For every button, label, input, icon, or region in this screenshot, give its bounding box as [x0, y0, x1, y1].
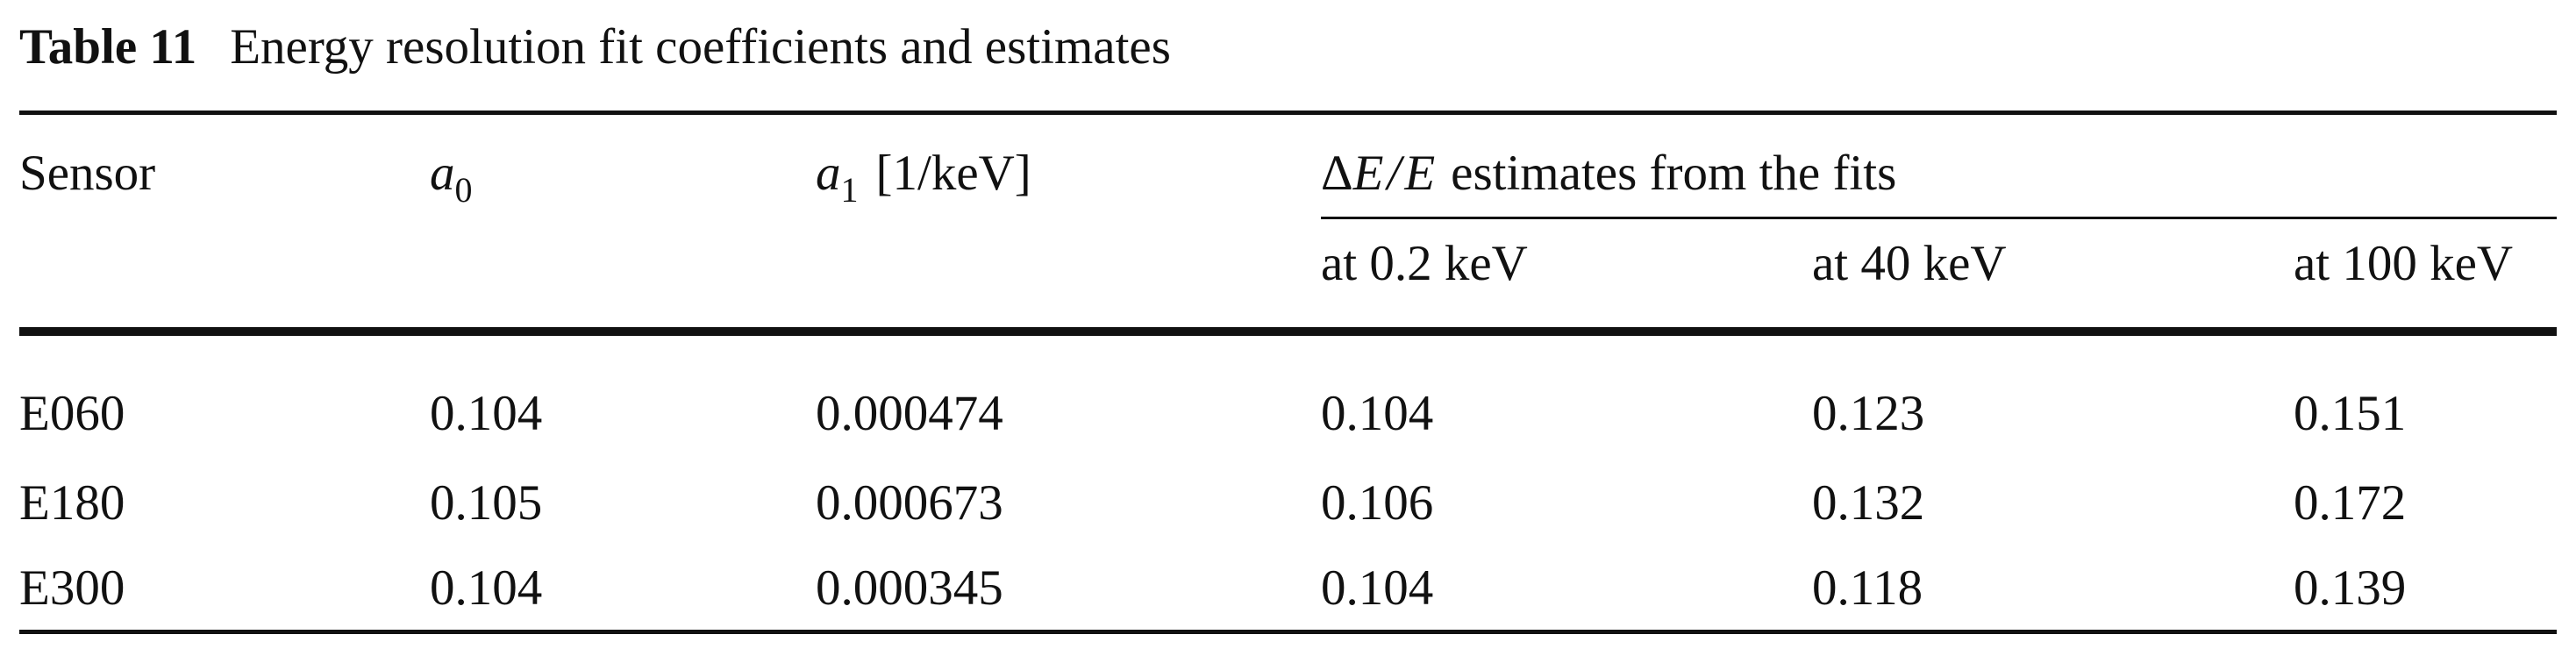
header-at-100: at 100 keV: [2294, 236, 2514, 291]
table-caption: Table 11 Energy resolution fit coefficien…: [19, 12, 1171, 82]
header-a1-subscript: 1: [840, 170, 859, 210]
cell-a1: 0.000474: [816, 386, 1003, 441]
header-sensor: Sensor: [19, 146, 156, 201]
cell-e40: 0.123: [1812, 386, 1925, 441]
cell-e40: 0.132: [1812, 475, 1925, 531]
header-estimates-e1: E: [1352, 146, 1384, 201]
cell-e02: 0.106: [1321, 475, 1434, 531]
top-rule: [19, 111, 2557, 115]
header-a1-symbol: a: [816, 146, 841, 201]
cell-e100: 0.151: [2294, 386, 2407, 441]
header-at-40: at 40 keV: [1812, 236, 2007, 291]
header-a0-symbol: a: [430, 146, 455, 201]
cell-e40: 0.118: [1812, 560, 1923, 616]
estimates-subrule: [1321, 217, 2557, 219]
header-a1-unit: [1/keV]: [875, 146, 1031, 201]
header-estimates-delta: Δ: [1321, 146, 1353, 201]
header-a0-subscript: 0: [454, 170, 473, 210]
header-a0: a0: [430, 143, 473, 210]
cell-e02: 0.104: [1321, 560, 1434, 616]
cell-sensor: E180: [19, 475, 125, 531]
cell-a1: 0.000345: [816, 560, 1003, 616]
cell-sensor: E060: [19, 386, 125, 441]
cell-a0: 0.104: [430, 386, 543, 441]
cell-sensor: E300: [19, 560, 125, 616]
header-estimates-text: estimates from the fits: [1451, 146, 1897, 201]
cell-a0: 0.105: [430, 475, 543, 531]
header-a1: a1 [1/keV]: [816, 143, 1031, 210]
table-title: Energy resolution fit coefficients and e…: [230, 19, 1171, 75]
cell-a0: 0.104: [430, 560, 543, 616]
header-rule: [19, 327, 2557, 336]
table-label: Table 11: [19, 19, 197, 75]
cell-e02: 0.104: [1321, 386, 1434, 441]
header-at-0-2: at 0.2 keV: [1321, 236, 1528, 291]
cell-a1: 0.000673: [816, 475, 1003, 531]
cell-e100: 0.139: [2294, 560, 2407, 616]
bottom-rule: [19, 630, 2557, 634]
header-estimates: ΔE/E estimates from the fits: [1321, 143, 1896, 204]
header-estimates-e2: E: [1404, 146, 1436, 201]
cell-e100: 0.172: [2294, 475, 2407, 531]
header-estimates-slash: /: [1387, 146, 1402, 201]
